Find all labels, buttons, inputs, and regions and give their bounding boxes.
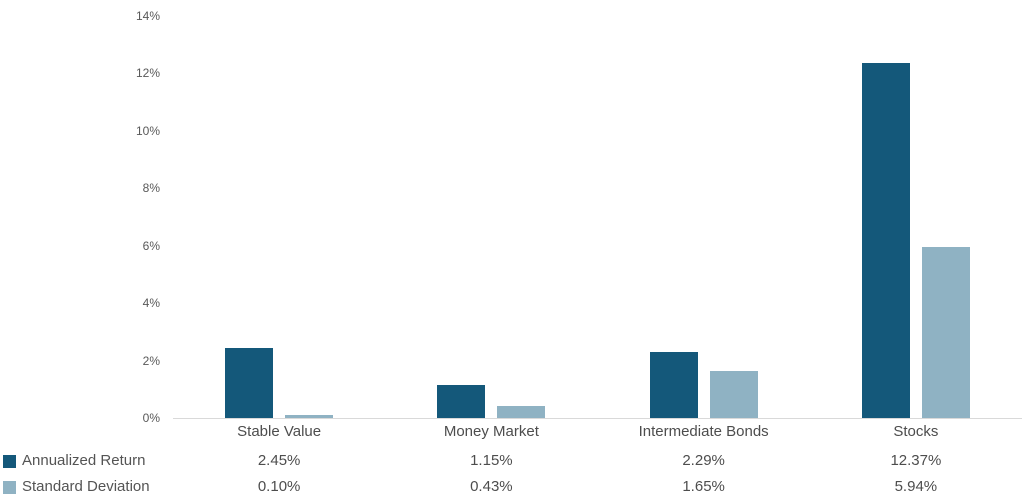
x-axis-line xyxy=(173,418,1022,419)
bar-annualized-return-money-market xyxy=(437,385,486,418)
category-label-intermediate-bonds: Intermediate Bonds xyxy=(638,423,769,440)
category-label-money-market: Money Market xyxy=(443,423,539,440)
y-tick-label-10: 10% xyxy=(135,123,160,138)
bar-annualized-return-stable-value xyxy=(225,348,274,418)
legend-item-annualized-return: Annualized Return xyxy=(3,451,145,471)
value-standard-deviation-intermediate-bonds: 1.65% xyxy=(682,478,725,495)
value-annualized-return-intermediate-bonds: 2.29% xyxy=(682,452,725,469)
y-tick-label-6: 6% xyxy=(142,238,160,253)
y-tick-label-14: 14% xyxy=(135,9,160,23)
category-label-stable-value: Stable Value xyxy=(237,423,322,440)
bar-annualized-return-stocks xyxy=(861,63,910,418)
y-tick-label-12: 12% xyxy=(135,66,160,81)
value-annualized-return-stocks: 12.37% xyxy=(890,452,942,469)
y-tick-label-4: 4% xyxy=(142,296,160,311)
category-label-stocks: Stocks xyxy=(893,423,939,440)
bar-standard-deviation-stocks xyxy=(921,247,970,418)
bar-standard-deviation-stable-value xyxy=(285,415,334,418)
y-tick-label-0: 0% xyxy=(142,411,160,425)
legend-swatch-annualized-return xyxy=(3,454,16,468)
legend-label-standard-deviation: Standard Deviation xyxy=(22,478,150,495)
legend-swatch-standard-deviation xyxy=(3,480,16,494)
y-tick-label-8: 8% xyxy=(142,181,160,196)
value-annualized-return-stable-value: 2.45% xyxy=(257,452,301,469)
value-standard-deviation-stable-value: 0.10% xyxy=(257,478,301,495)
bar-annualized-return-intermediate-bonds xyxy=(649,352,698,418)
bar-standard-deviation-intermediate-bonds xyxy=(709,371,758,418)
legend-item-standard-deviation: Standard Deviation xyxy=(3,477,150,497)
value-standard-deviation-stocks: 5.94% xyxy=(894,478,938,495)
bar-standard-deviation-money-market xyxy=(497,406,546,418)
y-tick-label-2: 2% xyxy=(142,353,160,368)
value-annualized-return-money-market: 1.15% xyxy=(470,452,513,469)
legend-label-annualized-return: Annualized Return xyxy=(22,452,146,469)
value-standard-deviation-money-market: 0.43% xyxy=(470,478,513,495)
